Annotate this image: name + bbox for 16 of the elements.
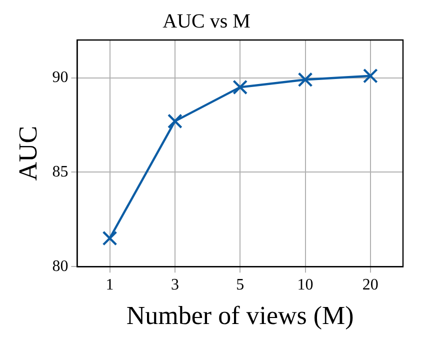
point	[232, 80, 248, 95]
x-tick-label: 20	[362, 276, 378, 294]
chart-title: AUC vs M	[162, 10, 251, 32]
x-tick-label: 3	[170, 276, 179, 294]
point	[298, 72, 313, 88]
point	[167, 114, 182, 129]
x-tick-label: 5	[236, 276, 244, 294]
y-tick-label: 90	[52, 68, 68, 86]
y-tick-label: 80	[52, 258, 68, 275]
x-axis-title: Number of views (M)	[126, 301, 354, 330]
x-tick-label: 1	[106, 276, 114, 294]
y-axis-title: AUC	[13, 126, 42, 181]
point	[362, 68, 378, 84]
point	[102, 230, 118, 246]
x-tick-label: 10	[297, 276, 314, 294]
y-tick-label: 85	[52, 163, 68, 180]
